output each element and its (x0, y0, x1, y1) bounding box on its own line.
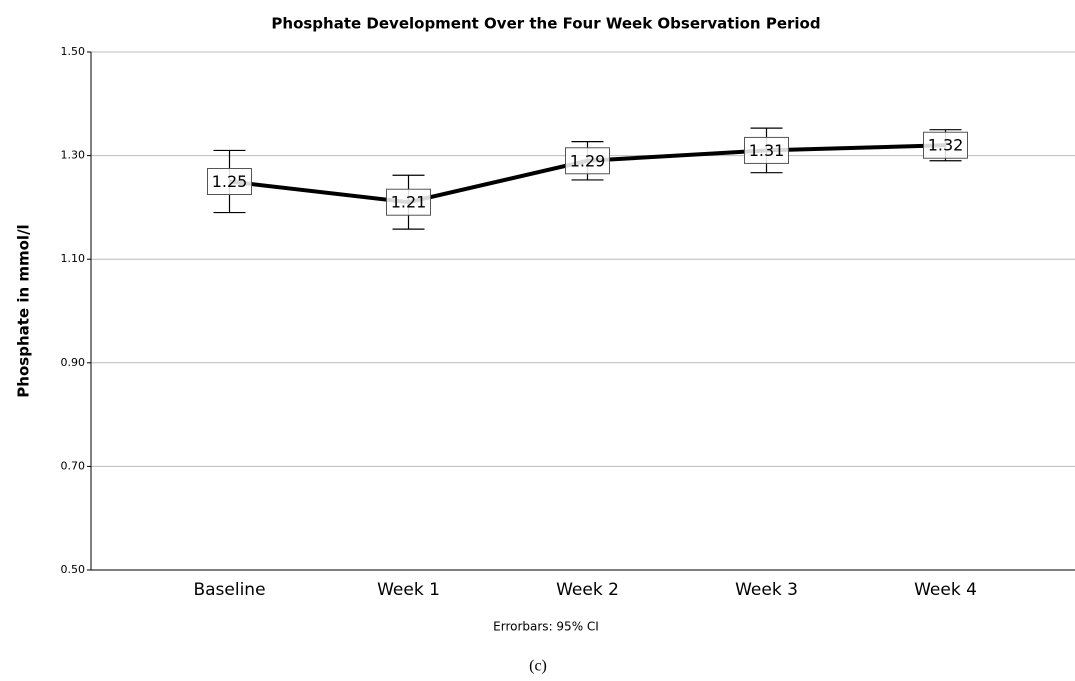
y-tick-label: 0.90 (61, 356, 86, 369)
value-label-box (207, 168, 252, 195)
y-tick-label: 1.10 (61, 252, 86, 265)
value-label-box (565, 147, 610, 175)
caption: (c) (529, 658, 547, 675)
y-tick-label: 0.70 (61, 459, 86, 472)
value-label-box (386, 188, 431, 216)
note: Errorbars: 95% CI (493, 620, 599, 634)
x-tick-label: Week 3 (735, 580, 798, 600)
y-tick-label: 1.50 (61, 45, 86, 58)
x-tick-label: Baseline (193, 580, 265, 600)
x-tick-label: Week 4 (914, 580, 977, 600)
value-label: 1.21 (391, 193, 427, 212)
value-label: 1.31 (749, 141, 785, 160)
x-tick-label: Week 2 (556, 580, 619, 600)
value-label-box (744, 136, 789, 164)
value-label-box (923, 131, 968, 159)
chart-title: Phosphate Development Over the Four Week… (271, 15, 820, 33)
value-label: 1.32 (928, 136, 964, 155)
y-tick-label: 1.30 (61, 149, 86, 162)
x-tick-label: Week 1 (377, 580, 440, 600)
value-label: 1.25 (212, 172, 248, 191)
y-axis-label: Phosphate in mmol/l (15, 224, 33, 397)
y-tick-label: 0.50 (61, 563, 86, 576)
value-label: 1.29 (570, 151, 606, 170)
